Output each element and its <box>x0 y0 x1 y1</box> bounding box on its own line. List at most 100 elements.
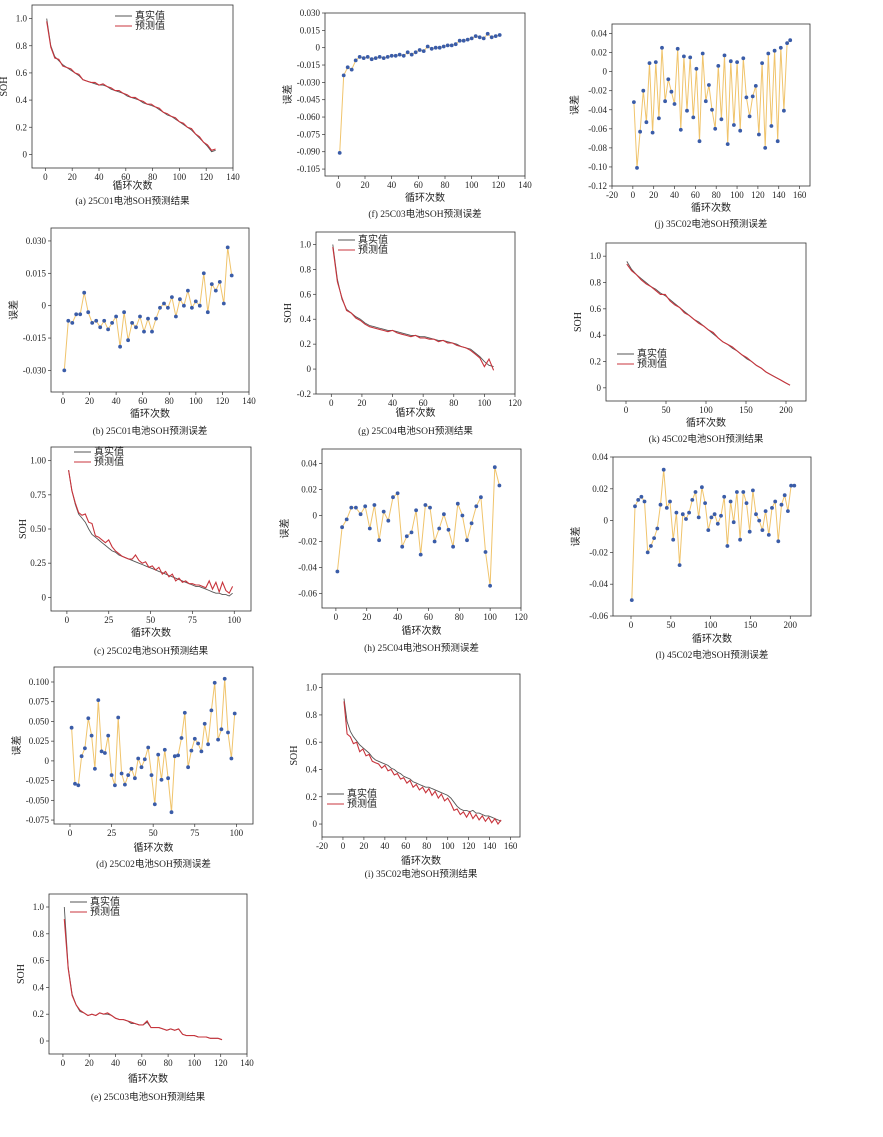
data-point <box>221 301 226 306</box>
y-axis-label: 误差 <box>278 519 291 539</box>
data-point <box>90 321 95 325</box>
data-point <box>712 512 717 517</box>
data-point <box>73 781 77 786</box>
x-tick-label: 40 <box>387 180 397 190</box>
y-tick-label: 0.050 <box>29 716 50 726</box>
data-point <box>377 538 381 543</box>
data-point <box>719 117 724 122</box>
data-point <box>489 35 494 40</box>
data-point <box>465 37 470 42</box>
data-point <box>86 716 91 721</box>
x-tick-label: 120 <box>216 396 230 406</box>
x-tick-label: 80 <box>164 1058 174 1068</box>
x-tick-label: 120 <box>199 172 213 182</box>
data-point <box>225 245 230 250</box>
x-tick-label: 0 <box>341 841 346 851</box>
y-tick-label: 1.0 <box>300 239 312 249</box>
data-point <box>773 499 778 504</box>
data-point <box>728 59 733 64</box>
data-point <box>413 50 418 55</box>
x-tick-label: 200 <box>779 405 793 415</box>
y-tick-label: -0.105 <box>297 164 321 174</box>
data-point <box>186 288 190 293</box>
y-tick-label: 0.015 <box>300 25 321 35</box>
data-point <box>735 490 739 494</box>
y-axis-label: SOH <box>573 312 584 332</box>
data-point <box>731 520 736 525</box>
legend-label: 真实值 <box>358 233 388 246</box>
y-tick-label: 1.0 <box>33 902 45 912</box>
data-point <box>150 329 154 334</box>
y-tick-label: 0.8 <box>300 264 312 274</box>
x-tick-label: 40 <box>112 396 122 406</box>
y-tick-label: 0.50 <box>30 524 46 534</box>
data-point <box>645 550 650 555</box>
data-point <box>741 490 746 494</box>
x-tick-label: 20 <box>649 190 659 200</box>
data-point <box>357 55 362 59</box>
data-point <box>179 736 184 740</box>
y-axis-label: 误差 <box>10 736 23 756</box>
data-point <box>425 44 430 49</box>
x-tick-label: 0 <box>624 405 629 415</box>
data-point <box>159 777 164 782</box>
data-point <box>118 344 122 349</box>
x-tick-label: 140 <box>242 396 256 406</box>
legend-label: 真实值 <box>637 347 667 360</box>
x-tick-label: 150 <box>739 405 753 415</box>
data-point <box>685 108 689 113</box>
y-axis-label: SOH <box>16 964 27 984</box>
data-point <box>445 43 450 48</box>
legend-label: 预测值 <box>94 455 124 468</box>
x-tick-label: 50 <box>149 828 159 838</box>
data-point <box>78 312 83 317</box>
data-point <box>636 498 641 502</box>
data-point <box>178 297 182 302</box>
y-tick-label: -0.015 <box>297 60 321 70</box>
y-tick-label: 0.6 <box>306 737 318 747</box>
data-point <box>182 303 186 308</box>
series-line-predicted <box>332 246 495 371</box>
data-point <box>747 114 752 119</box>
x-axis-label: 循环次数 <box>131 626 171 639</box>
data-point <box>782 108 786 113</box>
y-tick-label: 0.8 <box>590 278 602 288</box>
data-point <box>349 67 354 72</box>
data-point <box>429 46 434 51</box>
data-point <box>222 676 227 681</box>
data-point <box>479 495 483 500</box>
x-tick-label: 40 <box>111 1058 121 1068</box>
data-point <box>782 493 787 498</box>
x-tick-label: 0 <box>61 396 66 406</box>
y-tick-label: 0.02 <box>301 484 317 494</box>
plot-frame <box>315 231 516 395</box>
data-point <box>417 48 422 52</box>
data-point <box>182 710 187 715</box>
data-point <box>747 529 752 534</box>
data-point <box>209 708 214 713</box>
y-tick-label: -0.06 <box>298 589 317 599</box>
y-tick-label: 0.4 <box>300 314 312 324</box>
data-point <box>381 509 386 514</box>
data-point <box>754 512 758 517</box>
data-point <box>757 132 761 137</box>
x-tick-label: 20 <box>362 612 372 622</box>
data-point <box>114 314 118 319</box>
data-point <box>760 61 764 65</box>
y-tick-label: 0.04 <box>591 29 607 39</box>
data-point <box>474 504 479 509</box>
data-point <box>99 749 104 754</box>
x-axis-label: 循环次数 <box>113 179 153 192</box>
y-tick-label: 0.6 <box>300 289 312 299</box>
data-point <box>461 38 466 43</box>
x-tick-label: 100 <box>189 396 203 406</box>
x-tick-label: 20 <box>357 398 367 408</box>
legend-label: 预测值 <box>347 797 377 810</box>
y-tick-label: 0.2 <box>590 357 601 367</box>
y-tick-label: 0 <box>23 149 28 159</box>
data-point <box>732 123 736 127</box>
y-tick-label: -0.02 <box>298 537 317 547</box>
data-point <box>136 756 141 761</box>
data-point <box>146 745 151 750</box>
